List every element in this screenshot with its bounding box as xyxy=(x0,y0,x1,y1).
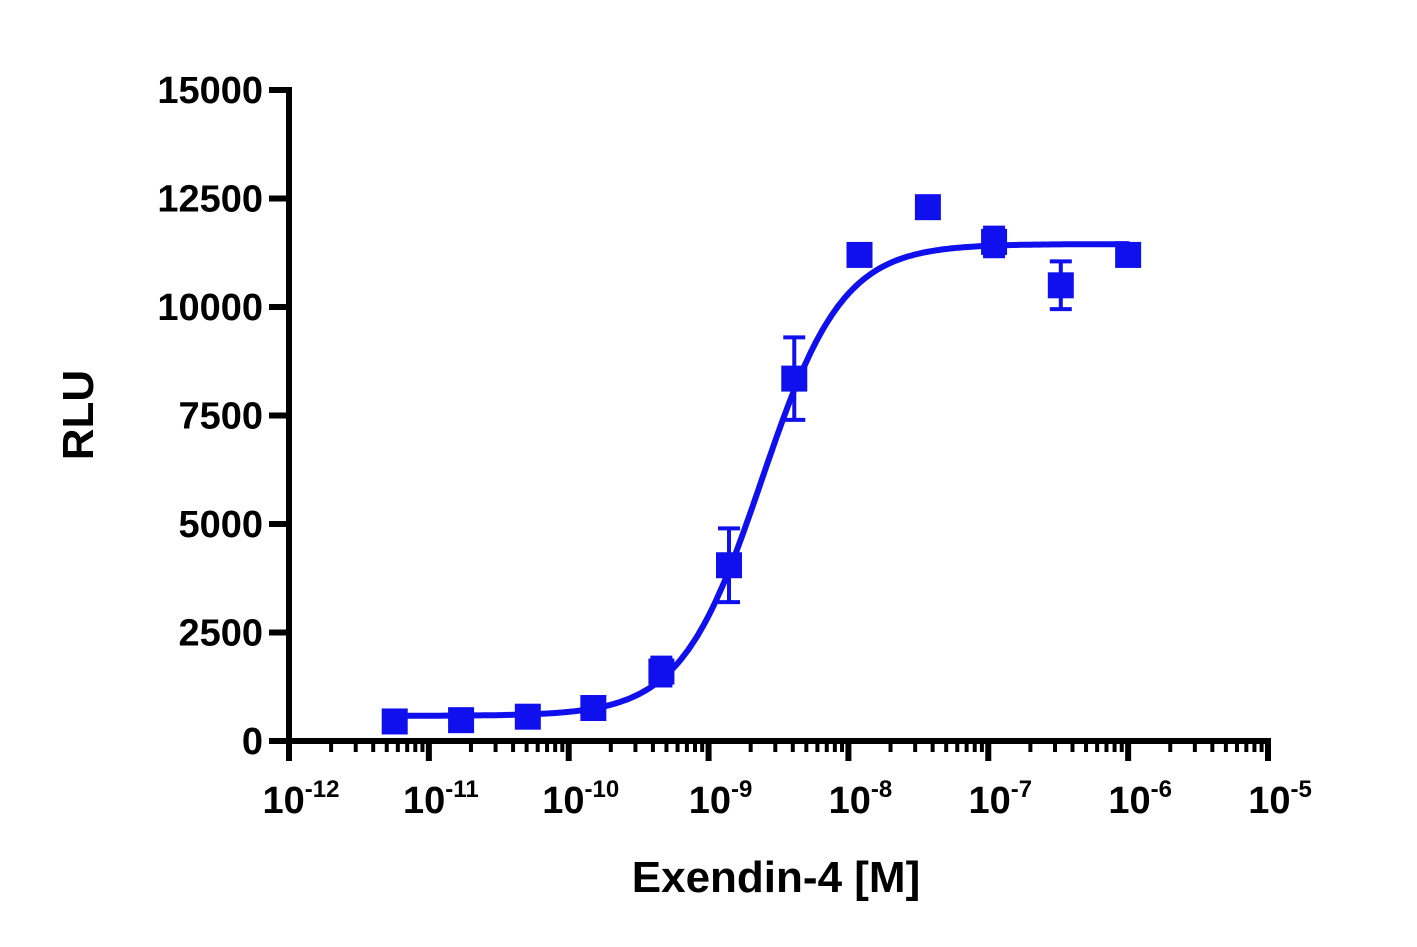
square-marker xyxy=(648,658,675,685)
x-tick-label: 10-12 xyxy=(263,776,340,822)
data-point xyxy=(381,708,408,735)
square-marker xyxy=(716,552,743,579)
data-point xyxy=(1047,259,1074,312)
y-tick-label: 5000 xyxy=(178,504,263,546)
x-tick-label: 10-6 xyxy=(1108,776,1172,822)
square-marker xyxy=(1115,241,1142,268)
square-marker xyxy=(914,194,941,221)
data-point xyxy=(1115,241,1142,268)
x-tick-label: 10-8 xyxy=(829,776,893,822)
square-marker xyxy=(381,708,408,735)
x-tick-label: 10-11 xyxy=(403,776,479,822)
square-marker xyxy=(1047,272,1074,299)
x-axis: 10-12 10-11 10-10 10-9 10-8 10-7 10-6 10-5 xyxy=(263,738,1312,822)
square-marker xyxy=(580,695,607,722)
x-tick-label: 10-5 xyxy=(1248,776,1312,822)
data-point xyxy=(716,526,743,605)
fit-curve xyxy=(391,241,1132,719)
square-marker xyxy=(514,703,541,730)
square-marker xyxy=(448,707,475,734)
y-tick-label: 0 xyxy=(242,721,263,763)
x-tick-label: 10-7 xyxy=(968,776,1032,822)
data-point xyxy=(781,335,808,422)
square-marker xyxy=(981,228,1008,255)
data-point xyxy=(514,703,541,730)
x-tick-label: 10-10 xyxy=(542,776,619,822)
y-tick-label: 2500 xyxy=(178,613,263,655)
square-marker xyxy=(781,365,808,392)
data-point xyxy=(846,241,873,268)
y-axis-title: RLU xyxy=(54,370,103,460)
x-tick-label: 10-9 xyxy=(689,776,753,822)
data-point xyxy=(580,695,607,722)
y-tick-label: 15000 xyxy=(157,70,263,112)
square-marker xyxy=(846,241,873,268)
y-axis: 0 2500 5000 7500 10000 12500 15000 xyxy=(157,70,292,763)
data-point xyxy=(981,225,1008,259)
data-point xyxy=(914,194,941,221)
x-axis-title: Exendin-4 [M] xyxy=(632,853,920,902)
y-tick-label: 12500 xyxy=(157,179,263,221)
data-point xyxy=(648,655,675,688)
y-tick-label: 10000 xyxy=(157,287,263,329)
y-tick-label: 7500 xyxy=(178,396,263,438)
data-point xyxy=(448,707,475,734)
plot-area xyxy=(381,194,1142,735)
